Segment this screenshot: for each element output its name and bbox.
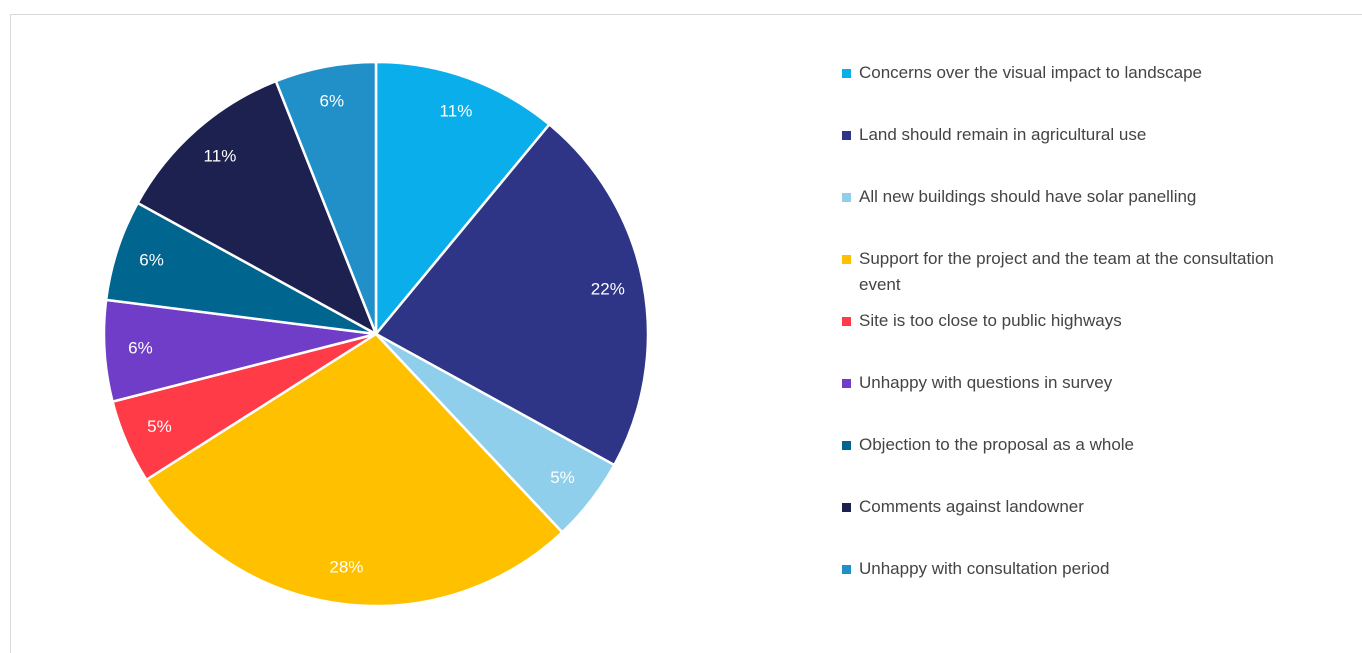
legend-swatch: [842, 565, 851, 574]
pie-slice: [144, 332, 564, 608]
slice-label: 5%: [550, 468, 575, 487]
slice-label: 11%: [204, 146, 237, 165]
legend-swatch: [842, 131, 851, 140]
slice-label: 28%: [329, 558, 363, 577]
legend-label: Unhappy with questions in survey: [859, 373, 1113, 392]
legend-label: Land should remain in agricultural use: [859, 125, 1147, 144]
legend-label: Support for the project and the team at …: [859, 249, 1274, 294]
legend-swatch: [842, 441, 851, 450]
legend-item: Site is too close to public highways: [842, 308, 1302, 334]
legend-item: Concerns over the visual impact to lands…: [842, 60, 1302, 86]
pie-slice: [135, 79, 379, 337]
legend-label: Site is too close to public highways: [859, 311, 1122, 330]
pie-slice: [274, 60, 378, 335]
slice-label: 5%: [147, 417, 172, 436]
legend-item: Objection to the proposal as a whole: [842, 432, 1302, 458]
legend-item: Comments against landowner: [842, 494, 1302, 520]
slice-label: 11%: [440, 101, 473, 120]
slice-label: 22%: [591, 279, 625, 298]
legend-item: Unhappy with consultation period: [842, 556, 1302, 582]
legend-item: All new buildings should have solar pane…: [842, 184, 1302, 210]
chart-border: [10, 14, 1362, 653]
legend-label: Comments against landowner: [859, 497, 1084, 516]
legend-swatch: [842, 193, 851, 202]
slice-label: 6%: [319, 92, 344, 111]
legend-item: Support for the project and the team at …: [842, 246, 1302, 298]
legend-swatch: [842, 379, 851, 388]
legend-label: Unhappy with consultation period: [859, 559, 1110, 578]
legend-label: Concerns over the visual impact to lands…: [859, 63, 1203, 82]
legend-swatch: [842, 317, 851, 326]
legend-item: Unhappy with questions in survey: [842, 370, 1302, 396]
legend-swatch: [842, 503, 851, 512]
slice-label: 6%: [128, 338, 153, 357]
legend-label: Objection to the proposal as a whole: [859, 435, 1135, 454]
legend-label: All new buildings should have solar pane…: [859, 187, 1197, 206]
pie-slice: [374, 122, 650, 467]
legend-swatch: [842, 255, 851, 264]
legend-item: Land should remain in agricultural use: [842, 122, 1302, 148]
pie-slice: [374, 60, 552, 338]
slice-label: 6%: [139, 251, 164, 270]
legend-swatch: [842, 69, 851, 78]
